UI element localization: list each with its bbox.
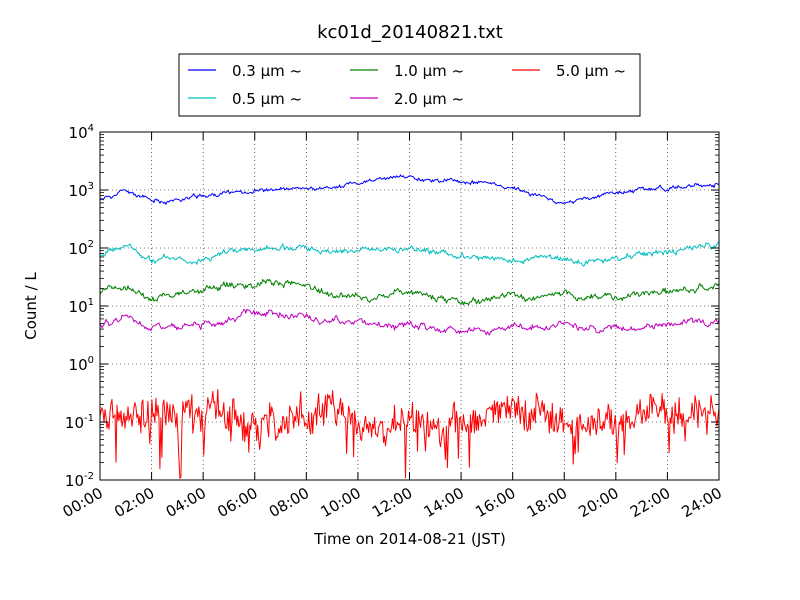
series-line-4 [99,388,720,479]
series-line-0 [99,174,720,205]
ticks [99,131,720,481]
y-axis-title: Count / L [22,272,40,340]
series-layer [99,174,720,479]
legend-label-0: 0.3 μm ~ [232,62,302,80]
series-line-3 [99,308,720,336]
y-tick-label: 10-2 [65,471,94,490]
x-axis-title: Time on 2014-08-21 (JST) [313,530,506,548]
y-tick-label: 102 [69,239,94,258]
y-tick-label: 103 [69,181,94,200]
y-tick-label: 104 [69,123,94,142]
legend: 0.3 μm ~ 0.5 μm ~ 1.0 μm ~ 2.0 μm ~ 5.0 μm ~ [178,53,641,117]
legend-label-2: 1.0 μm ~ [394,62,464,80]
series-line-1 [99,240,720,267]
legend-items: 0.3 μm ~ 0.5 μm ~ 1.0 μm ~ 2.0 μm ~ 5.0 μm ~ [188,62,626,108]
chart-title: kc01d_20140821.txt [317,22,503,43]
legend-label-4: 5.0 μm ~ [556,62,626,80]
legend-label-3: 2.0 μm ~ [394,90,464,108]
y-tick-label: 101 [69,297,94,316]
legend-box [178,53,641,117]
legend-label-1: 0.5 μm ~ [232,90,302,108]
y-tick-label: 100 [69,355,94,374]
series-line-2 [99,278,720,306]
y-tick-labels: 10-2 10-1 100 101 102 103 104 [65,123,94,490]
y-tick-label: 10-1 [65,413,94,432]
